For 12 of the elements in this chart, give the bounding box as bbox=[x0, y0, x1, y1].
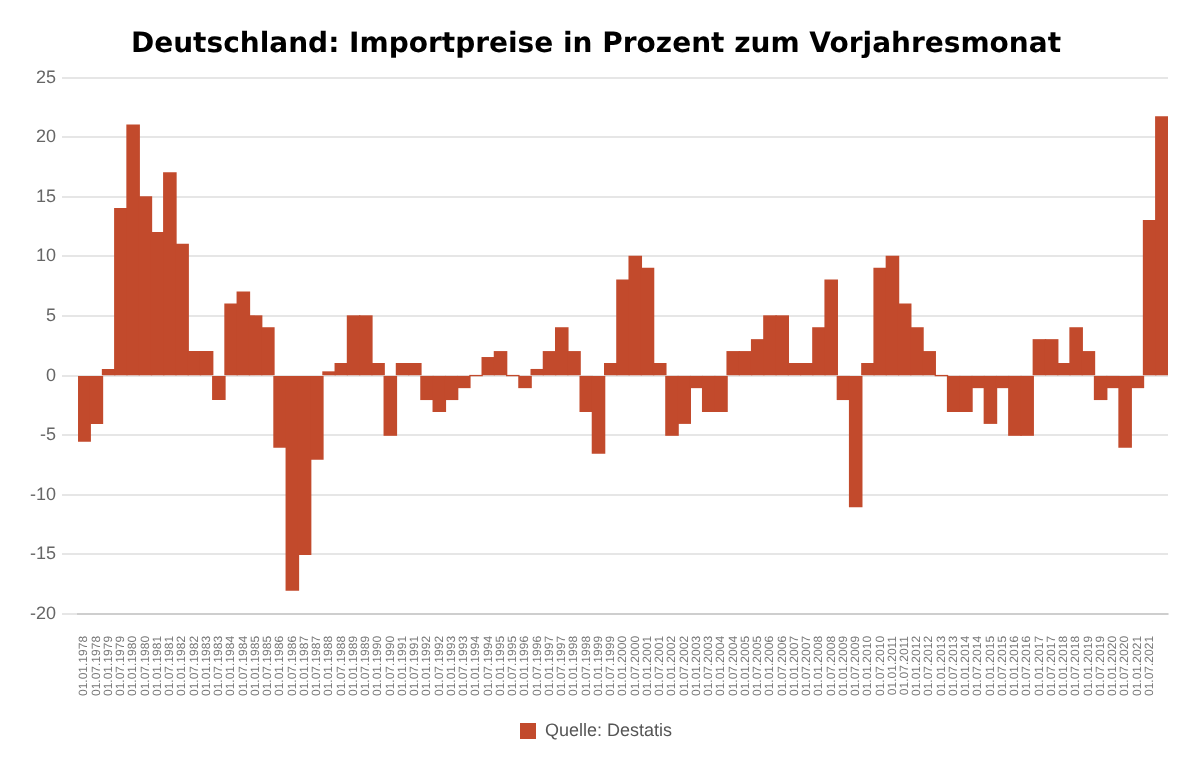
y-tick-label: -15 bbox=[29, 543, 57, 564]
y-tick-label: 10 bbox=[35, 245, 57, 266]
y-tick-label: 25 bbox=[35, 66, 57, 87]
legend-label: Quelle: Destatis bbox=[544, 719, 674, 740]
y-tick-label: 5 bbox=[45, 304, 57, 325]
y-tick-label: 20 bbox=[35, 126, 57, 147]
y-tick-label: -10 bbox=[29, 483, 57, 504]
y-tick-label: -20 bbox=[29, 602, 57, 623]
y-tick-label: 0 bbox=[45, 364, 57, 385]
chart-title: Deutschland: Importpreise in Prozent zum Vorjahresmonat bbox=[130, 28, 1062, 61]
y-tick-label: -5 bbox=[39, 424, 57, 445]
y-tick-label: 15 bbox=[35, 185, 57, 206]
